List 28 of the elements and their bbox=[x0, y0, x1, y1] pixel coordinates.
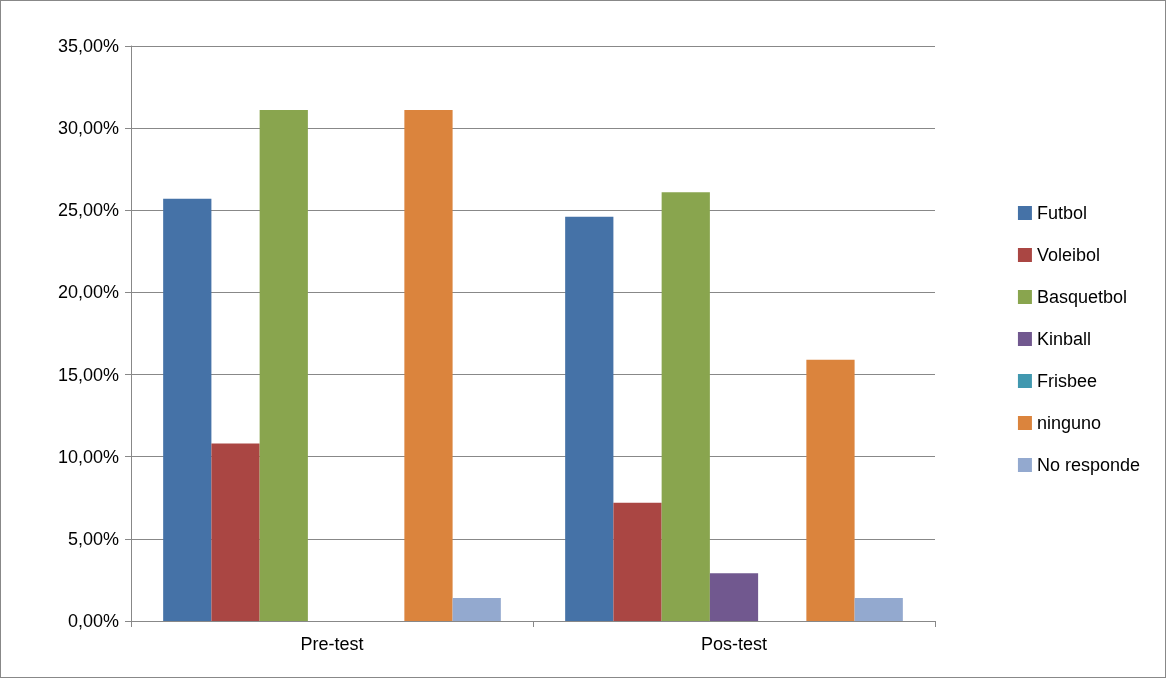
bar bbox=[404, 110, 453, 621]
bar bbox=[163, 198, 212, 621]
legend-label: Futbol bbox=[1036, 203, 1087, 223]
y-tick-label: 5,00% bbox=[67, 528, 119, 549]
legend-label: Frisbee bbox=[1036, 371, 1097, 391]
bar bbox=[661, 192, 710, 621]
bar bbox=[211, 443, 260, 621]
y-tick-label: 25,00% bbox=[57, 200, 119, 221]
y-tick-label: 0,00% bbox=[67, 611, 119, 631]
y-tick-label: 30,00% bbox=[57, 118, 119, 139]
bar bbox=[806, 359, 855, 621]
bar bbox=[565, 216, 614, 621]
y-tick-label: 10,00% bbox=[57, 446, 119, 467]
legend-label: Kinball bbox=[1036, 329, 1091, 349]
legend-label: ninguno bbox=[1036, 413, 1102, 433]
x-tick-label: Pos-test bbox=[700, 634, 768, 654]
x-tick-label: Pre-test bbox=[300, 634, 364, 654]
legend-label: Voleibol bbox=[1036, 245, 1100, 265]
y-tick-label: 35,00% bbox=[57, 36, 119, 56]
bar bbox=[854, 598, 903, 621]
legend-label: Basquetbol bbox=[1036, 287, 1128, 307]
legend-label: No responde bbox=[1036, 455, 1141, 475]
bar bbox=[613, 502, 662, 621]
bar bbox=[259, 110, 308, 621]
bar bbox=[452, 598, 501, 621]
bar bbox=[709, 573, 759, 621]
y-tick-label: 20,00% bbox=[57, 282, 119, 303]
y-tick-label: 15,00% bbox=[57, 364, 119, 385]
